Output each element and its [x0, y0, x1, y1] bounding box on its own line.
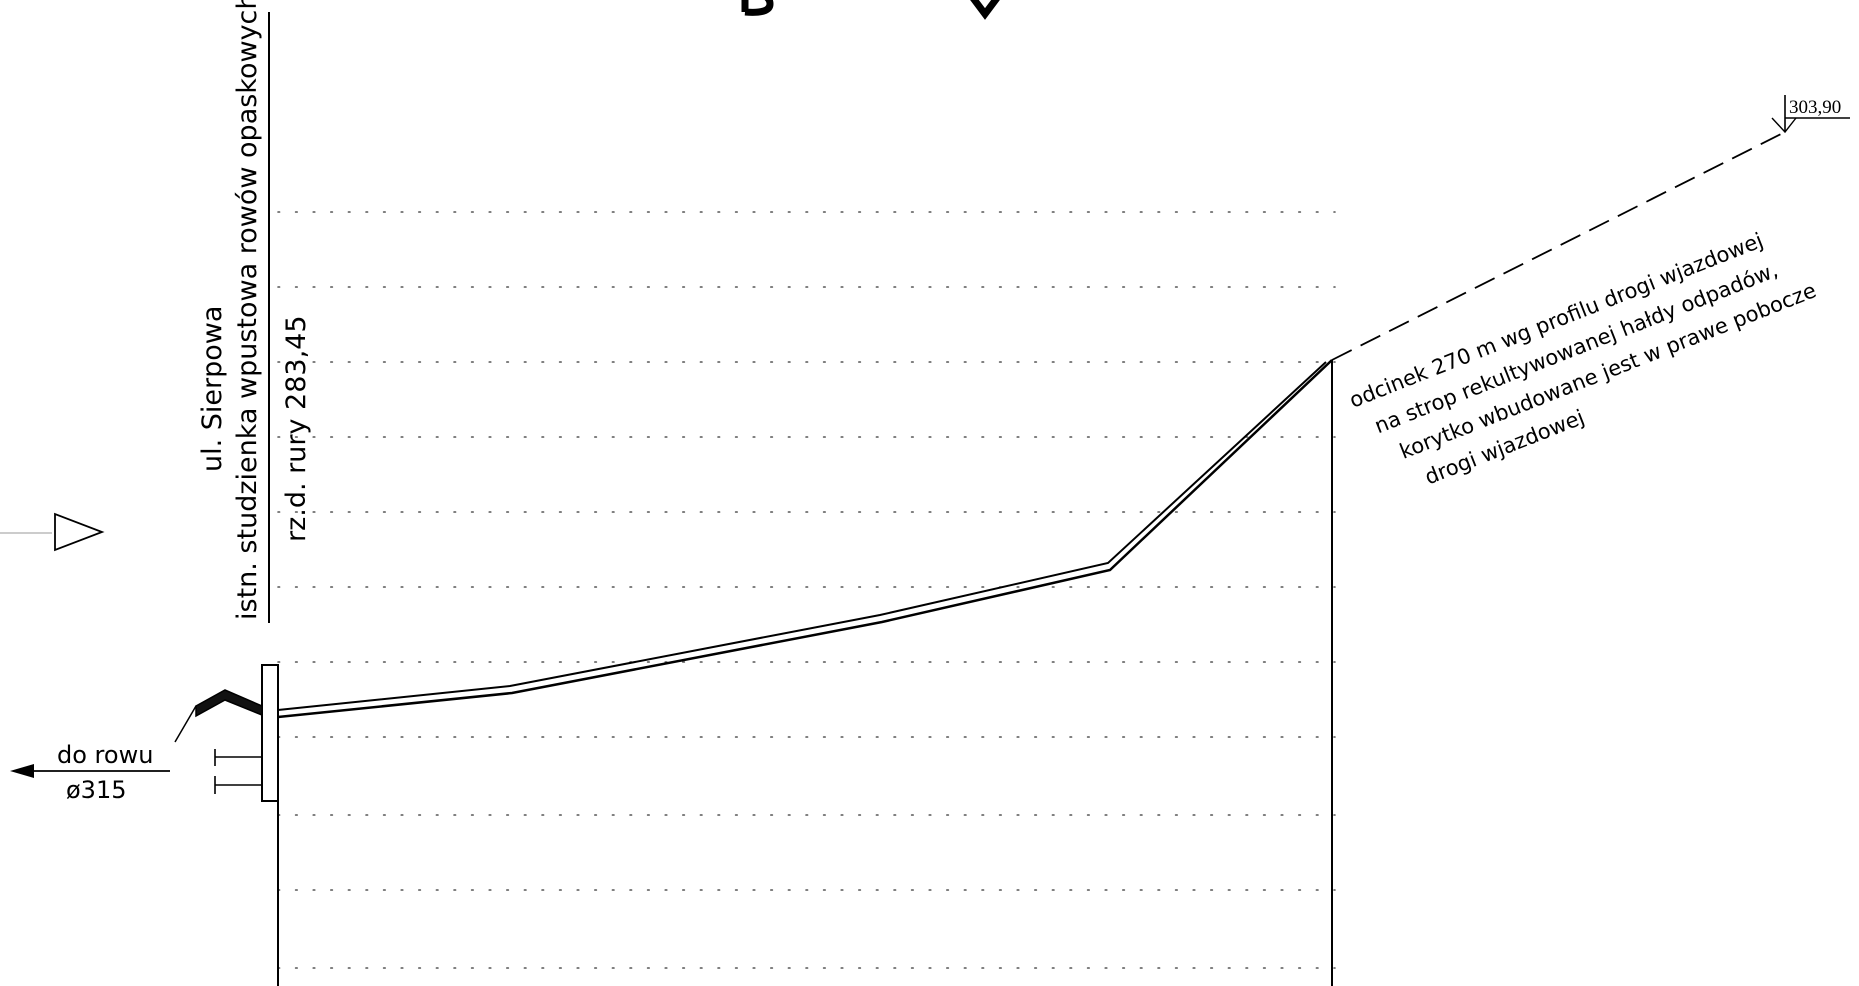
drain-arrow-head-icon	[10, 764, 34, 778]
inlet-wall	[261, 664, 279, 802]
street-label: ul. Sierpowa	[197, 306, 228, 472]
drain-label-bottom: ø315	[66, 776, 127, 804]
inlet-label: istn. studzienka wpustowa rowów opaskowy…	[232, 0, 263, 620]
drain-label-top: do rowu	[57, 741, 153, 769]
grate-element	[195, 689, 263, 718]
elevation-label: 303,90	[1789, 97, 1841, 118]
dashed-continuation-line	[1331, 131, 1786, 361]
flow-direction-triangle-icon	[54, 512, 105, 552]
elevation-marker	[1771, 95, 1850, 134]
title-fragment	[741, 0, 1000, 20]
profile-line-upper	[277, 361, 1327, 711]
pipe-elevation-label: rz.d. rury 283,45	[281, 315, 312, 542]
leader-line	[174, 705, 197, 743]
profile-line-lower	[277, 359, 1333, 719]
pipe-stubs	[214, 749, 262, 794]
section-note: odcinek 270 m wg profilu drogi wjazdowej…	[1346, 228, 1819, 489]
dotted-grid	[277, 211, 1336, 969]
